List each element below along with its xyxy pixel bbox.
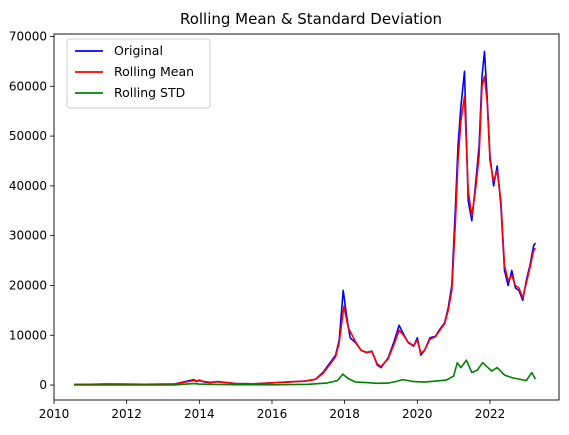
legend-label-original: Original xyxy=(114,43,163,58)
x-tick-label: 2010 xyxy=(39,407,70,421)
x-tick-label: 2012 xyxy=(111,407,142,421)
plot-frame xyxy=(53,33,560,401)
legend: Original Rolling Mean Rolling STD xyxy=(66,38,211,109)
x-tick-label: 2022 xyxy=(475,407,506,421)
y-tick-label: 30000 xyxy=(9,229,47,243)
x-tick-label: 2020 xyxy=(402,407,433,421)
y-tick-label: 10000 xyxy=(9,328,47,342)
y-tick-label: 60000 xyxy=(9,79,47,93)
x-axis: 2010 2012 2014 2016 2018 2020 2022 xyxy=(39,400,506,421)
legend-box xyxy=(66,38,211,109)
x-tick-label: 2014 xyxy=(184,407,215,421)
x-tick-label: 2016 xyxy=(257,407,288,421)
legend-label-rolling-std: Rolling STD xyxy=(114,85,185,100)
y-tick-label: 50000 xyxy=(9,129,47,143)
x-tick-label: 2018 xyxy=(329,407,360,421)
chart-title: Rolling Mean & Standard Deviation xyxy=(180,10,442,28)
series-layer xyxy=(73,50,537,386)
series-line-rolling-std xyxy=(74,359,537,386)
y-axis: 0 10000 20000 30000 40000 50000 60000 70000 xyxy=(9,29,54,392)
y-tick-label: 20000 xyxy=(9,278,47,292)
series-line-rolling-mean xyxy=(73,75,537,386)
y-tick-label: 40000 xyxy=(9,179,47,193)
y-tick-label: 70000 xyxy=(9,29,47,43)
legend-label-rolling-mean: Rolling Mean xyxy=(114,64,194,79)
y-tick-label: 0 xyxy=(39,378,47,392)
